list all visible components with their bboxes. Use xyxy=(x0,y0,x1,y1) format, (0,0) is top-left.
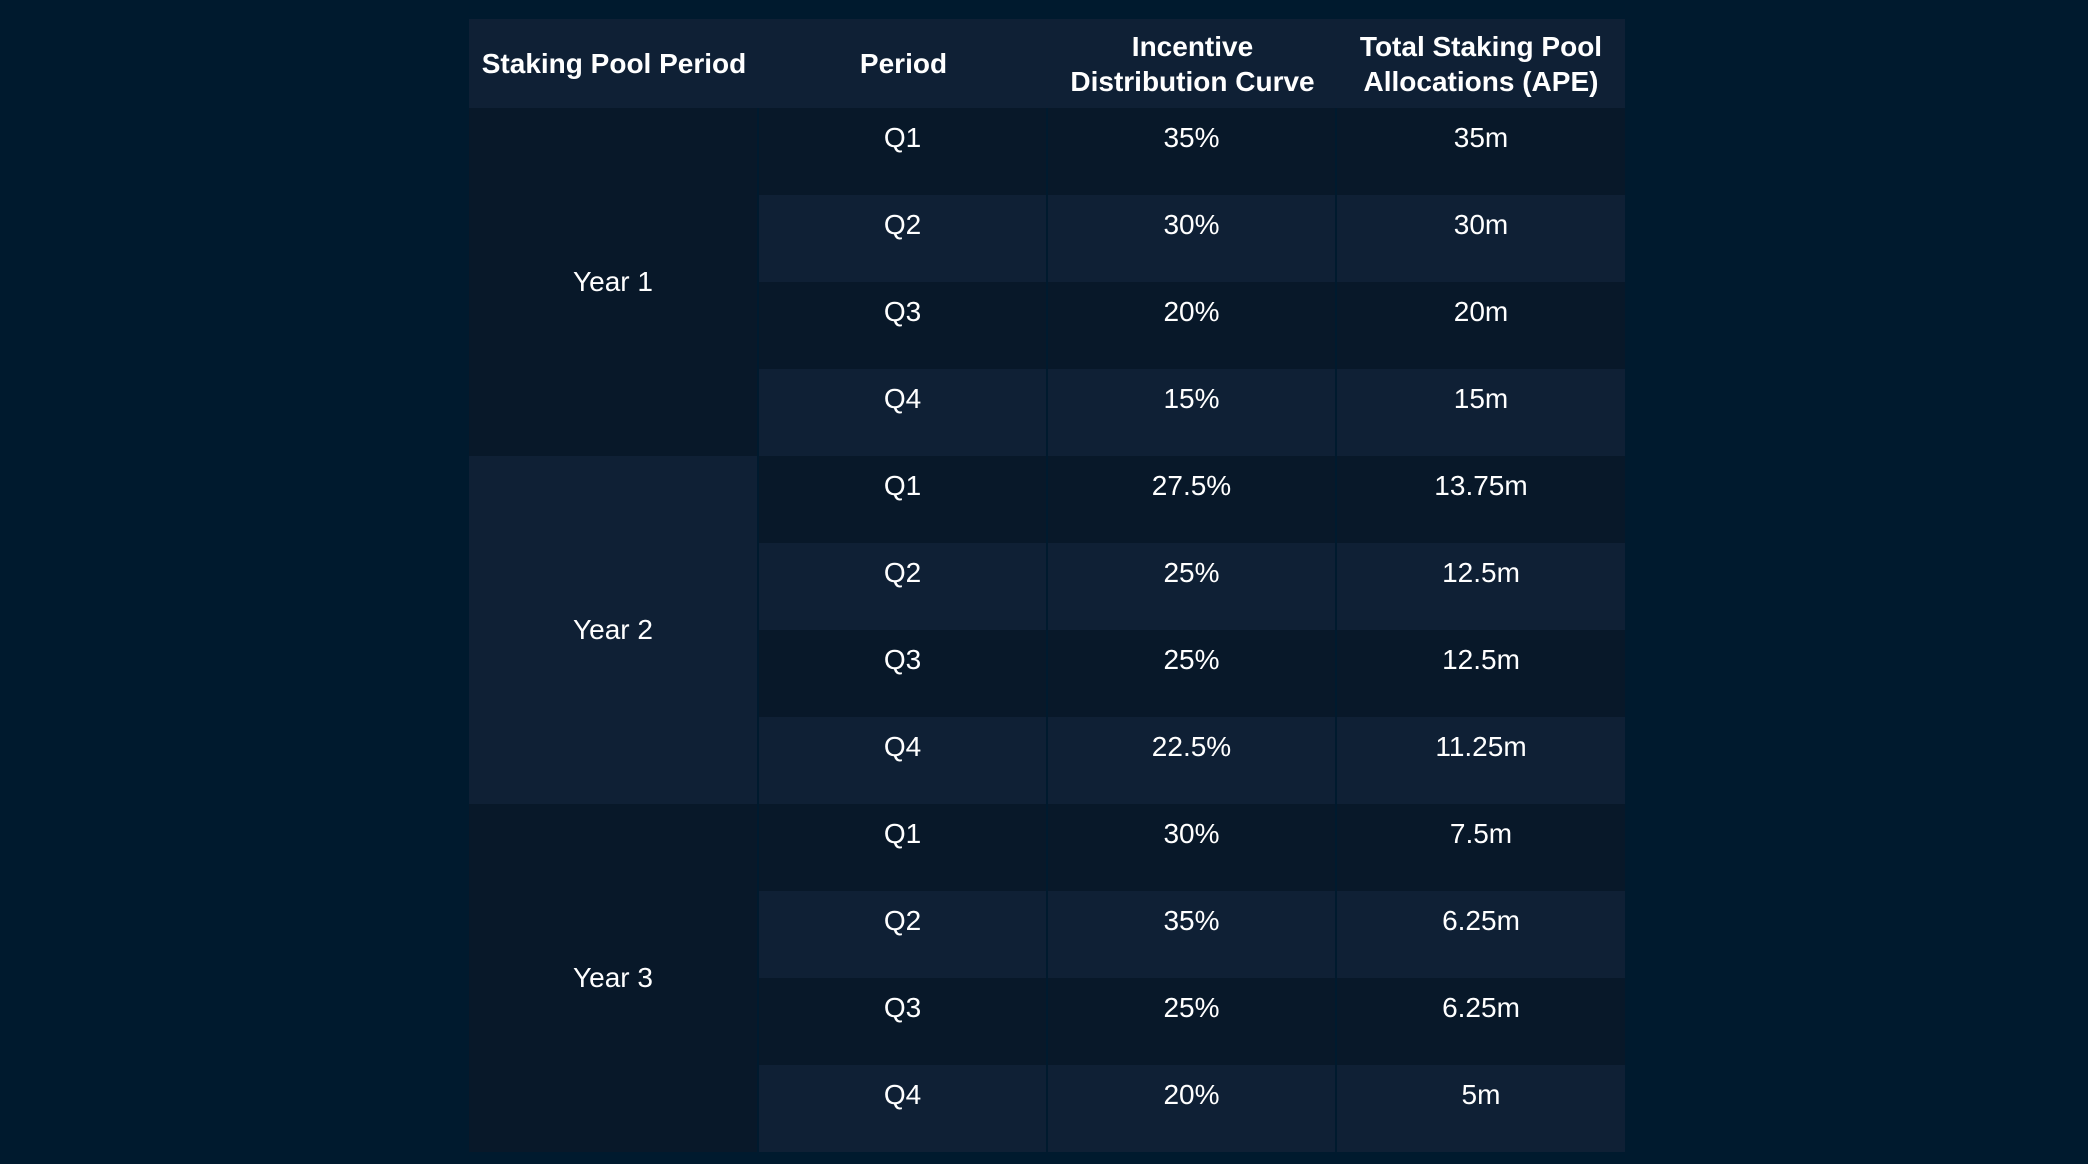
curve-cell: 35% xyxy=(1048,891,1337,978)
header-staking-pool-period: Staking Pool Period xyxy=(469,19,759,108)
curve-cell: 22.5% xyxy=(1048,717,1337,804)
allocation-cell: 35m xyxy=(1337,108,1625,195)
allocation-cell: 6.25m xyxy=(1337,891,1625,978)
quarter-cell: Q4 xyxy=(759,1065,1048,1152)
table-row: Year 2 Q1 27.5% 13.75m xyxy=(469,456,1625,804)
quarter-cell: Q4 xyxy=(759,717,1048,804)
curve-cell: 25% xyxy=(1048,630,1337,717)
curve-cell: 25% xyxy=(1048,543,1337,630)
year-cell: Year 2 xyxy=(469,456,759,804)
quarter-cell: Q2 xyxy=(759,543,1048,630)
table-row: Year 3 Q1 30% 7.5m xyxy=(469,804,1625,1152)
quarter-cell: Q2 xyxy=(759,195,1048,282)
curve-cell: 30% xyxy=(1048,804,1337,891)
quarter-cell: Q4 xyxy=(759,369,1048,456)
allocation-cell: 20m xyxy=(1337,282,1625,369)
quarter-cell: Q1 xyxy=(759,108,1048,195)
quarter-cell: Q3 xyxy=(759,282,1048,369)
table-row: Q4 22.5% 11.25m xyxy=(469,717,1625,804)
allocation-cell: 13.75m xyxy=(1337,456,1625,543)
table-body: Year 1 Q1 35% 35m Q2 30% 30m Q3 20% 20m … xyxy=(469,108,1625,1152)
allocation-cell: 7.5m xyxy=(1337,804,1625,891)
curve-cell: 30% xyxy=(1048,195,1337,282)
curve-cell: 25% xyxy=(1048,978,1337,1065)
staking-pool-table: Staking Pool Period Period Incentive Dis… xyxy=(469,19,1625,1152)
table-row: Year 1 Q1 35% 35m xyxy=(469,108,1625,456)
table-row: Q3 25% 12.5m xyxy=(469,630,1625,717)
header-total-allocations: Total Staking Pool Allocations (APE) xyxy=(1337,19,1625,108)
table-header: Staking Pool Period Period Incentive Dis… xyxy=(469,19,1625,108)
table-row: Q2 25% 12.5m xyxy=(469,543,1625,630)
curve-cell: 20% xyxy=(1048,1065,1337,1152)
allocation-cell: 12.5m xyxy=(1337,630,1625,717)
quarter-cell: Q1 xyxy=(759,456,1048,543)
curve-cell: 27.5% xyxy=(1048,456,1337,543)
header-period: Period xyxy=(759,19,1048,108)
table-row: Q4 20% 5m xyxy=(469,1065,1625,1152)
curve-cell: 20% xyxy=(1048,282,1337,369)
quarter-cell: Q3 xyxy=(759,630,1048,717)
allocation-cell: 30m xyxy=(1337,195,1625,282)
curve-cell: 15% xyxy=(1048,369,1337,456)
header-row: Staking Pool Period Period Incentive Dis… xyxy=(469,19,1625,108)
table-row: Q3 20% 20m xyxy=(469,282,1625,369)
curve-cell: 35% xyxy=(1048,108,1337,195)
allocation-cell: 11.25m xyxy=(1337,717,1625,804)
allocation-cell: 12.5m xyxy=(1337,543,1625,630)
table-row: Q2 30% 30m xyxy=(469,195,1625,282)
allocation-cell: 5m xyxy=(1337,1065,1625,1152)
table-row: Q2 35% 6.25m xyxy=(469,891,1625,978)
allocation-cell: 6.25m xyxy=(1337,978,1625,1065)
quarter-cell: Q2 xyxy=(759,891,1048,978)
quarter-cell: Q1 xyxy=(759,804,1048,891)
table-row: Q3 25% 6.25m xyxy=(469,978,1625,1065)
quarter-cell: Q3 xyxy=(759,978,1048,1065)
year-cell: Year 3 xyxy=(469,804,759,1152)
table-row: Q4 15% 15m xyxy=(469,369,1625,456)
allocation-cell: 15m xyxy=(1337,369,1625,456)
header-incentive-distribution-curve: Incentive Distribution Curve xyxy=(1048,19,1337,108)
year-cell: Year 1 xyxy=(469,108,759,456)
